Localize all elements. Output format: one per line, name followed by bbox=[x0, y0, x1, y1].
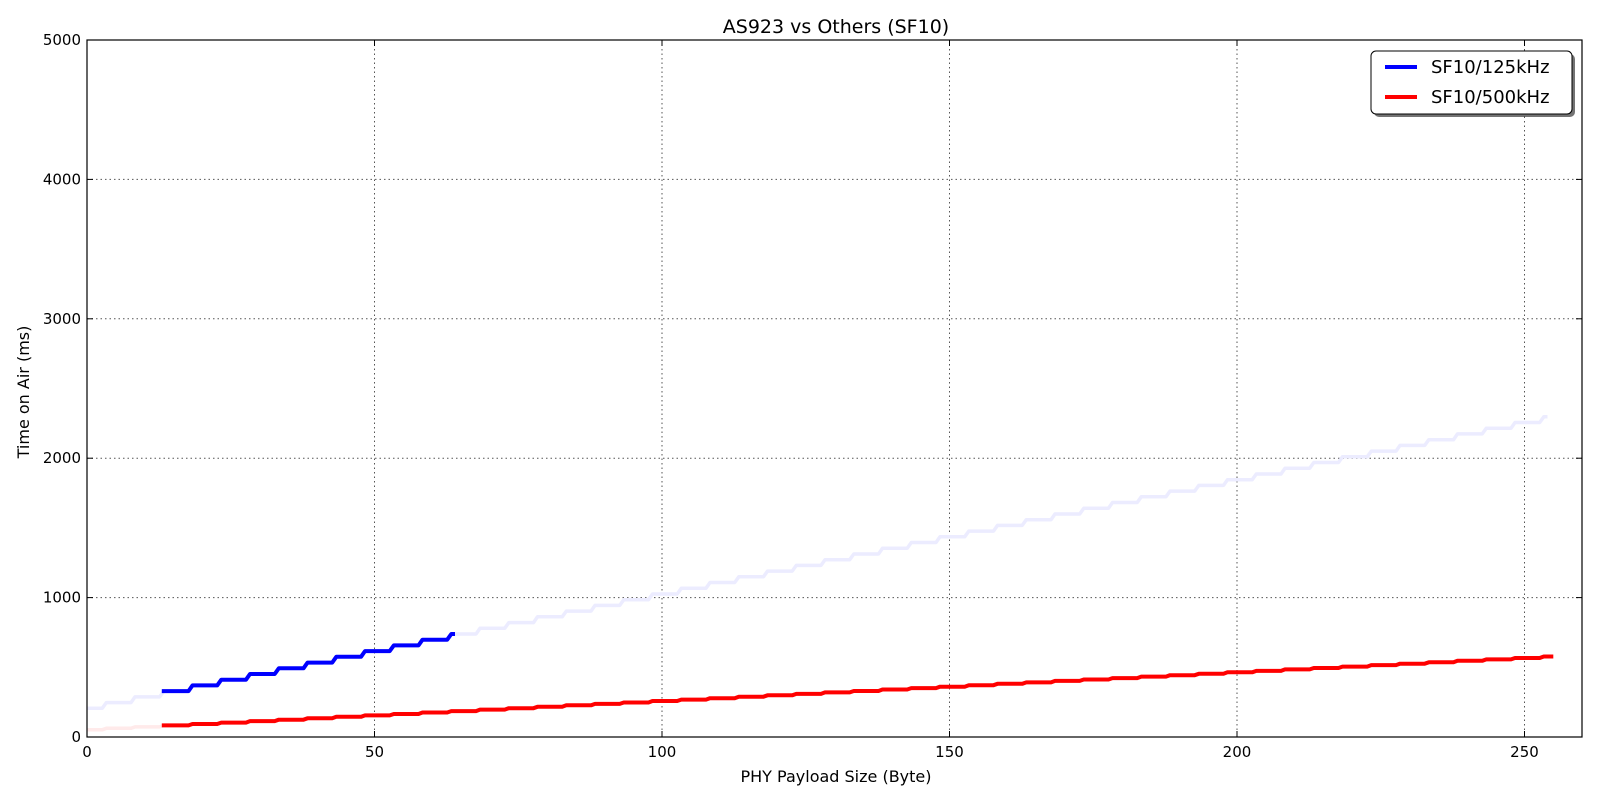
y-tick-label: 4000 bbox=[43, 170, 81, 188]
legend-label: SF10/500kHz bbox=[1431, 87, 1550, 108]
series-line-faded bbox=[87, 723, 165, 732]
y-tick-label: 1000 bbox=[43, 589, 81, 607]
chart-title: AS923 vs Others (SF10) bbox=[723, 16, 949, 38]
legend-box bbox=[1370, 50, 1573, 115]
x-tick-label: 150 bbox=[935, 743, 964, 761]
legend-label: SF10/125kHz bbox=[1431, 57, 1550, 78]
axis-ticks: 0 50 100 150 200 250 0 1000 2000 3000 4000 5000 bbox=[43, 31, 1582, 761]
y-tick-label: 2000 bbox=[43, 449, 81, 467]
series-lines bbox=[87, 415, 1554, 732]
y-axis-label: Time on Air (ms) bbox=[14, 326, 33, 460]
y-tick-label: 5000 bbox=[43, 31, 81, 49]
series-line-sf10-500khz bbox=[161, 654, 1554, 728]
grid-lines bbox=[87, 40, 1582, 737]
x-tick-label: 200 bbox=[1223, 743, 1252, 761]
x-tick-label: 0 bbox=[82, 743, 92, 761]
y-tick-label: 0 bbox=[71, 728, 81, 746]
x-axis-label: PHY Payload Size (Byte) bbox=[741, 767, 932, 786]
x-tick-label: 50 bbox=[365, 743, 384, 761]
x-tick-label: 250 bbox=[1510, 743, 1539, 761]
series-line-sf10-125khz bbox=[161, 632, 455, 694]
plot-frame bbox=[86, 39, 1583, 738]
legend: SF10/125kHz SF10/500kHz bbox=[1370, 50, 1575, 117]
x-tick-label: 100 bbox=[648, 743, 677, 761]
y-tick-label: 3000 bbox=[43, 310, 81, 328]
